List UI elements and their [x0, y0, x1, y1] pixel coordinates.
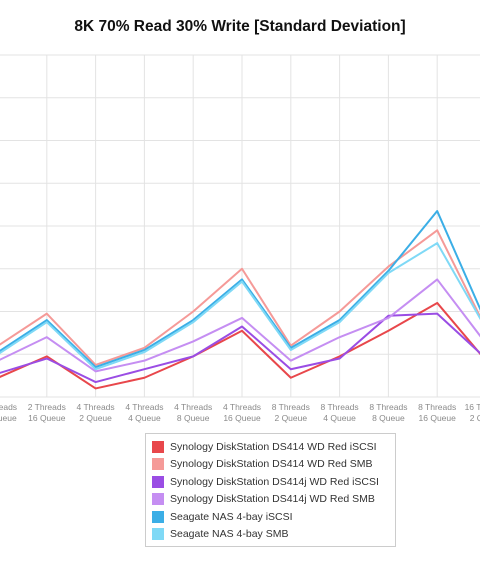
legend-item[interactable]: Synology DiskStation DS414 WD Red SMB: [152, 456, 395, 474]
legend-label: Synology DiskStation DS414j WD Red iSCSI: [170, 475, 379, 488]
legend-swatch: [152, 528, 164, 541]
legend-swatch: [152, 475, 164, 488]
legend-label: Seagate NAS 4-bay SMB: [170, 528, 289, 541]
x-tick-label: 1 Threads32 Queue: [0, 402, 17, 423]
series-line-3: [0, 278, 480, 373]
x-tick-label: 8 Threads 2 Queue: [272, 402, 310, 423]
legend-item[interactable]: Synology DiskStation DS414 WD Red iSCSI: [152, 438, 395, 456]
chart-title: 8K 70% Read 30% Write [Standard Deviatio…: [74, 18, 406, 35]
x-tick-label: 8 Threads 8 Queue: [369, 402, 407, 423]
series-line-5: [0, 242, 480, 371]
legend-swatch: [152, 458, 164, 471]
legend-label: Synology DiskStation DS414 WD Red iSCSI: [170, 440, 377, 453]
legend-item[interactable]: Synology DiskStation DS414j WD Red iSCSI: [152, 473, 395, 491]
legend-swatch: [152, 493, 164, 506]
x-tick-label: 2 Threads 16 Queue: [28, 402, 66, 423]
series-line-4: [0, 210, 480, 369]
legend-label: Seagate NAS 4-bay iSCSI: [170, 510, 293, 523]
legend-label: Synology DiskStation DS414j WD Red SMB: [170, 493, 375, 506]
legend: Synology DiskStation DS414 WD Red iSCSI S…: [145, 433, 396, 547]
x-tick-label: 4 Threads 8 Queue: [174, 402, 212, 423]
x-tick-label: 8 Threads 16 Queue: [418, 402, 456, 423]
series-layer: [0, 210, 480, 390]
x-tick-label: 4 Threads 2 Queue: [77, 402, 115, 423]
grid-lines: [0, 54, 480, 398]
x-tick-label: 4 Threads 16 Queue: [223, 402, 261, 423]
series-line-1: [0, 229, 480, 366]
legend-swatch: [152, 440, 164, 453]
series-line-0: [0, 301, 480, 390]
legend-item[interactable]: Seagate NAS 4-bay SMB: [152, 526, 395, 544]
legend-swatch: [152, 510, 164, 523]
x-tick-label: 8 Threads 4 Queue: [321, 402, 359, 423]
legend-item[interactable]: Synology DiskStation DS414j WD Red SMB: [152, 491, 395, 509]
legend-item[interactable]: Seagate NAS 4-bay iSCSI: [152, 508, 395, 526]
series-line-2: [0, 312, 480, 384]
legend-label: Synology DiskStation DS414 WD Red SMB: [170, 458, 373, 471]
x-tick-label: 4 Threads 4 Queue: [125, 402, 163, 423]
